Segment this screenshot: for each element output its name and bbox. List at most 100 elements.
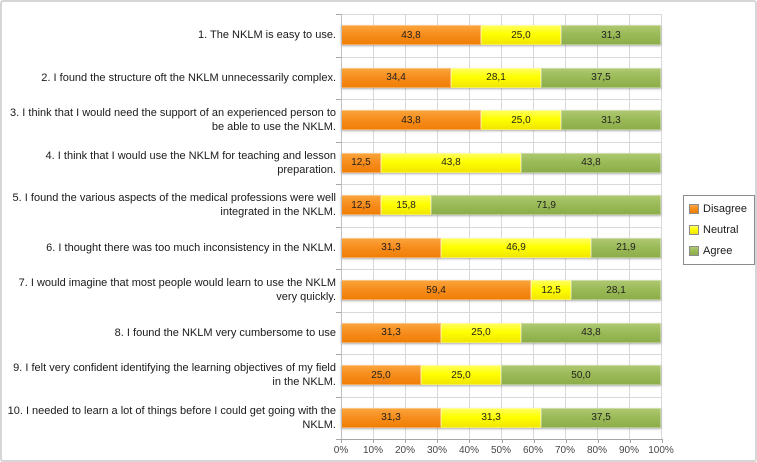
- value-axis-tick: [629, 439, 631, 443]
- bar-segment-disagree: 31,3: [341, 237, 442, 258]
- bar-value-label: 31,3: [381, 327, 401, 339]
- value-axis-tick: [565, 439, 567, 443]
- category-axis-tick: [336, 99, 341, 100]
- bar-segment-neutral: 25,0: [481, 25, 561, 46]
- bar-row: 12,5 15,8 71,9: [341, 195, 661, 216]
- legend-swatch-neutral: [689, 225, 699, 235]
- value-axis-tick: [373, 439, 375, 443]
- bar-segment-agree: 43,8: [520, 322, 661, 343]
- category-axis-tick: [336, 311, 341, 313]
- bar-segment-disagree: 43,8: [341, 25, 482, 46]
- value-axis-tick: [533, 439, 535, 443]
- bar-segment-neutral: 25,0: [421, 365, 501, 386]
- bar-segment-neutral: 25,0: [441, 322, 521, 343]
- value-axis-tick-label: 20%: [394, 445, 416, 456]
- bar-value-label: 59,4: [426, 284, 446, 296]
- gridline-horizontal: [341, 56, 661, 58]
- bar-segment-disagree: 43,8: [341, 110, 482, 131]
- bar-segment-neutral: 28,1: [451, 67, 541, 88]
- gridline-vertical: [661, 14, 662, 439]
- gridline-horizontal: [341, 269, 661, 270]
- category-label: 7. I would imagine that most people woul…: [18, 277, 336, 304]
- bar-value-label: 43,8: [581, 157, 601, 169]
- bar-row: 31,3 25,0 43,8: [341, 322, 661, 343]
- category-axis-labels: 1. The NKLM is easy to use. 2. I found th…: [6, 14, 336, 439]
- value-axis-tick-labels: 0% 10% 20% 30% 40% 50% 60% 70% 80% 90% 100%: [334, 445, 674, 459]
- bar-value-label: 31,3: [381, 412, 401, 424]
- bar-row: 31,3 46,9 21,9: [341, 237, 662, 258]
- legend-label: Agree: [703, 245, 733, 257]
- bar-value-label: 43,8: [401, 114, 421, 126]
- bar-value-label: 43,8: [401, 29, 421, 41]
- legend-item: Agree: [689, 245, 749, 257]
- legend-label: Neutral: [703, 224, 739, 236]
- bar-value-label: 43,8: [441, 157, 461, 169]
- category-axis-tick: [336, 14, 341, 15]
- bar-value-label: 31,3: [381, 242, 401, 254]
- value-axis-tick-label: 70%: [554, 445, 576, 456]
- bar-segment-disagree: 31,3: [341, 407, 442, 428]
- bar-segment-disagree: 25,0: [341, 365, 421, 386]
- category-axis-tick: [336, 269, 341, 270]
- gridline-horizontal: [341, 311, 661, 313]
- bar-segment-agree: 71,9: [431, 195, 661, 216]
- bar-value-label: 12,5: [351, 157, 371, 169]
- value-axis-tick: [597, 439, 599, 443]
- bar-segment-agree: 31,3: [560, 110, 661, 131]
- category-axis-tick: [336, 439, 341, 440]
- value-axis-tick-label: 90%: [618, 445, 640, 456]
- bar-segment-agree: 31,3: [560, 25, 661, 46]
- bar-value-label: 25,0: [371, 369, 391, 381]
- bar-segment-agree: 37,5: [541, 407, 661, 428]
- bar-segment-disagree: 59,4: [341, 280, 532, 301]
- bar-value-label: 25,0: [471, 327, 491, 339]
- gridline-horizontal: [341, 141, 661, 143]
- category-axis-tick: [336, 226, 341, 228]
- category-axis-tick: [336, 56, 341, 58]
- bar-value-label: 25,0: [511, 114, 531, 126]
- category-axis-line: [341, 14, 342, 439]
- bar-value-label: 46,9: [506, 242, 526, 254]
- value-axis-tick: [405, 439, 407, 443]
- gridline-horizontal: [341, 99, 661, 100]
- bar-segment-agree: 50,0: [501, 365, 661, 386]
- bar-value-label: 43,8: [581, 327, 601, 339]
- legend-swatch-agree: [689, 246, 699, 256]
- value-axis-tick: [501, 439, 503, 443]
- bar-segment-neutral: 31,3: [441, 407, 542, 428]
- bar-value-label: 37,5: [591, 72, 611, 84]
- bar-value-label: 21,9: [616, 242, 636, 254]
- value-axis-tick: [341, 439, 342, 443]
- gridline-horizontal: [341, 354, 661, 355]
- bar-segment-disagree: 31,3: [341, 322, 442, 343]
- category-label: 6. I thought there was too much inconsis…: [46, 241, 336, 254]
- category-label: 2. I found the structure oft the NKLM un…: [41, 71, 336, 84]
- bar-row: 25,0 25,0 50,0: [341, 365, 661, 386]
- legend-item: Neutral: [689, 224, 749, 236]
- value-axis-tick: [662, 439, 663, 443]
- bar-segment-disagree: 34,4: [341, 67, 452, 88]
- bar-segment-disagree: 12,5: [341, 195, 381, 216]
- category-axis-tick: [336, 396, 341, 398]
- value-axis-tick-label: 50%: [490, 445, 512, 456]
- plot-area: 43,8 25,0 31,3 34,4 28,1 37,5 43,8 25,0 31,3 12,5…: [341, 14, 662, 440]
- bar-value-label: 31,3: [481, 412, 501, 424]
- category-label: 4. I think that I would use the NKLM for…: [45, 149, 336, 176]
- bar-row: 34,4 28,1 37,5: [341, 67, 661, 88]
- bar-value-label: 34,4: [386, 72, 406, 84]
- value-axis-tick-label: 100%: [648, 445, 674, 456]
- bar-segment-agree: 28,1: [571, 280, 661, 301]
- bar-value-label: 28,1: [606, 284, 626, 296]
- category-label: 8. I found the NKLM very cumbersome to u…: [114, 326, 336, 339]
- bar-row: 12,5 43,8 43,8: [341, 152, 661, 173]
- bar-segment-disagree: 12,5: [341, 152, 381, 173]
- bar-segment-agree: 37,5: [541, 67, 661, 88]
- legend-label: Disagree: [703, 203, 748, 215]
- bar-value-label: 31,3: [601, 114, 621, 126]
- legend-swatch-disagree: [689, 204, 699, 214]
- bar-row: 43,8 25,0 31,3: [341, 110, 661, 131]
- bar-value-label: 25,0: [451, 369, 471, 381]
- category-label: 5. I found the various aspects of the me…: [12, 192, 336, 219]
- bar-row: 59,4 12,5 28,1: [341, 280, 661, 301]
